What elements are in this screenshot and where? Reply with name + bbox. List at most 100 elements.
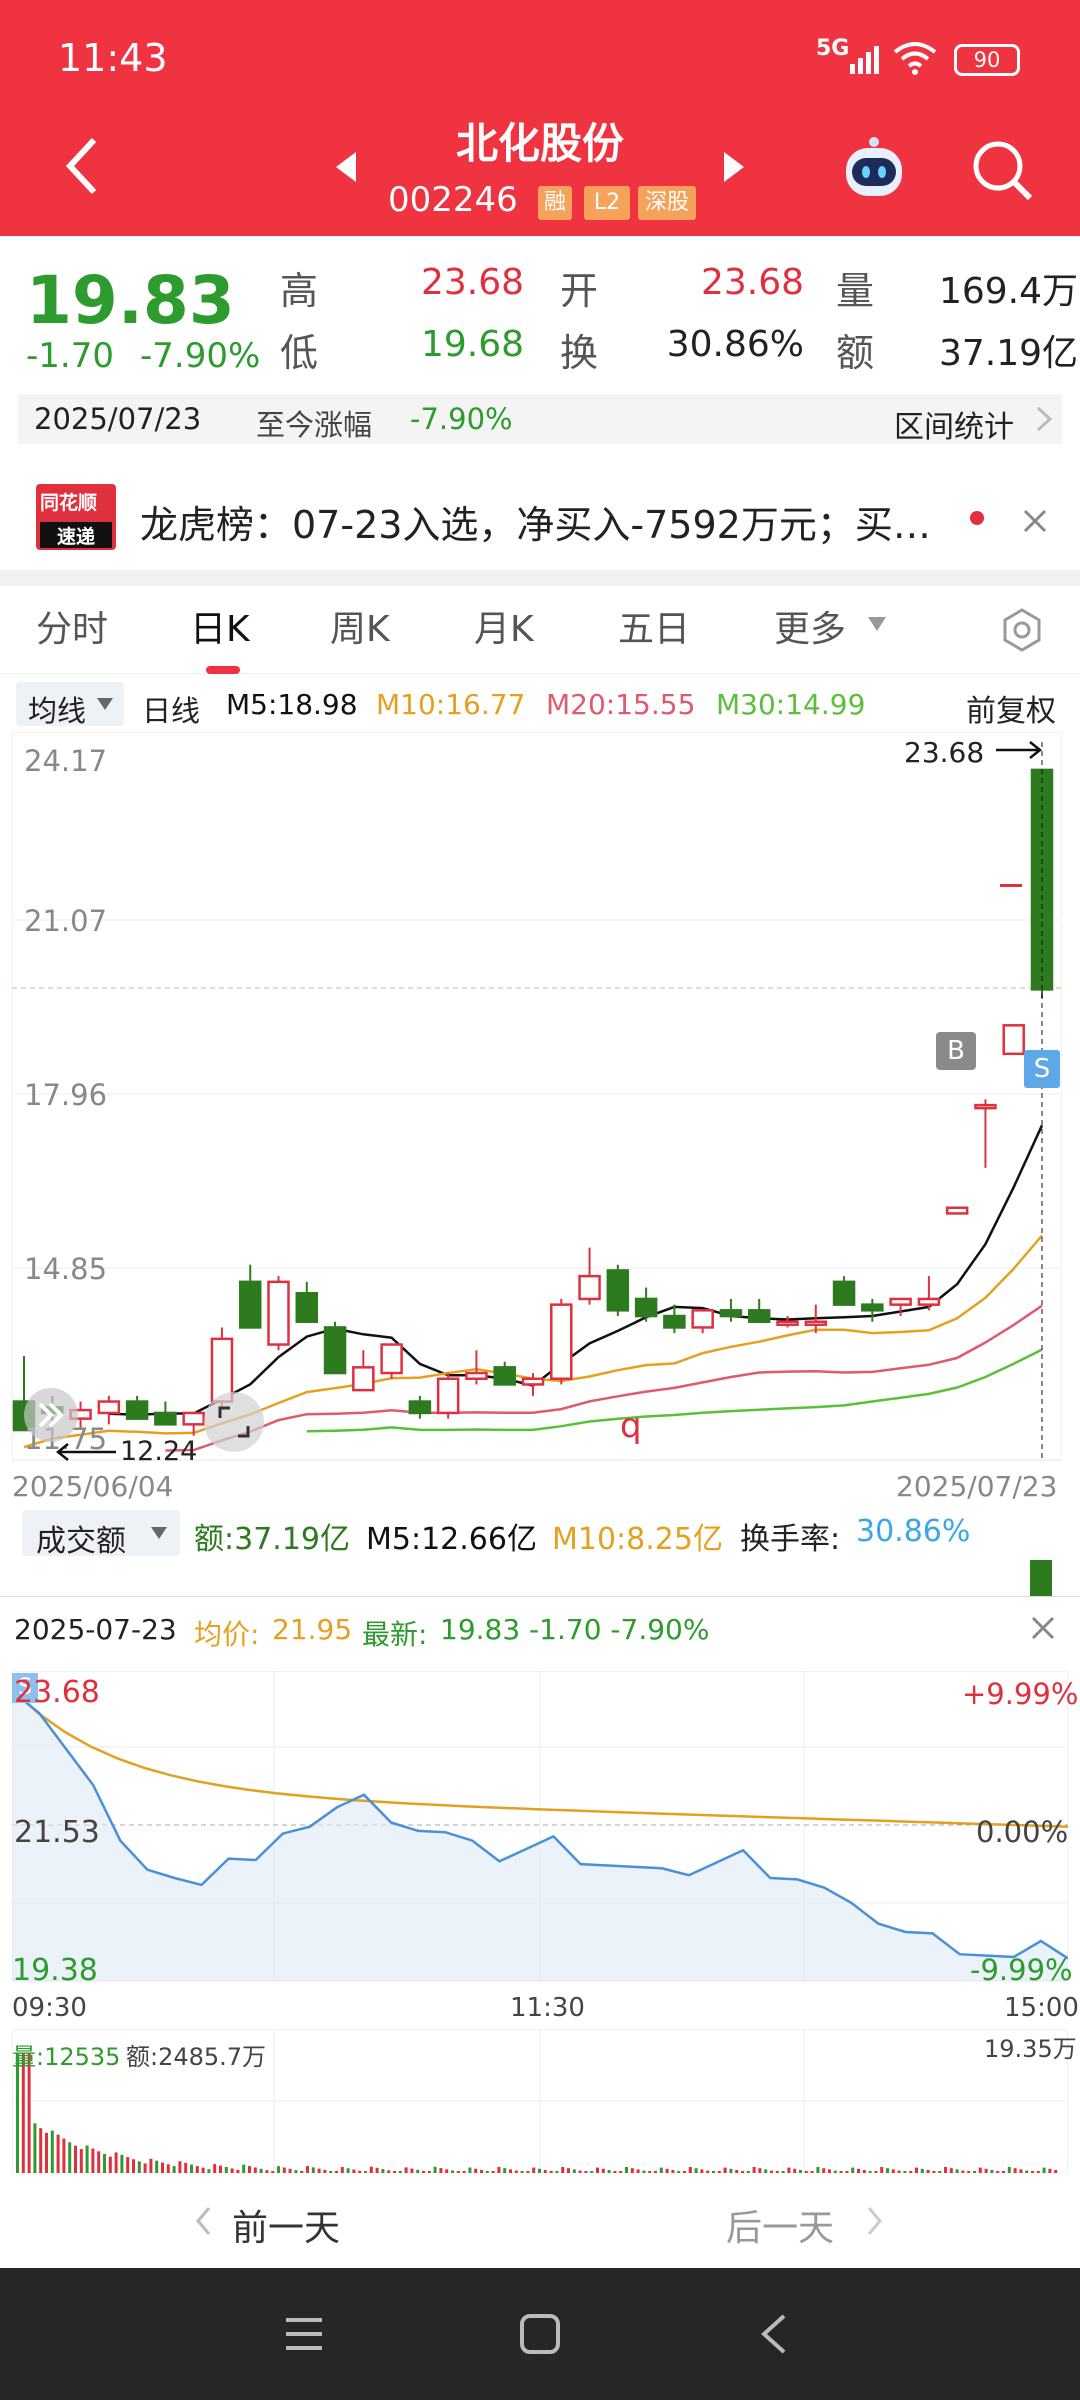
range-stats-link[interactable]: 区间统计 (894, 410, 1014, 445)
candle (154, 1411, 177, 1426)
volume-bar (265, 2170, 269, 2173)
tag-shenzhen: 深股 (638, 186, 696, 220)
adjust-mode[interactable]: 前复权 (966, 694, 1056, 729)
volume-bar (514, 2170, 518, 2173)
volume-bar (775, 2171, 779, 2173)
volume-selector[interactable]: 成交额 (22, 1510, 180, 1559)
kline-chart[interactable] (12, 732, 1062, 1468)
volume-bar (822, 2168, 826, 2173)
sell-marker[interactable]: S (1024, 1050, 1060, 1088)
volume-bar (938, 2171, 942, 2173)
tab-more[interactable]: 更多 (774, 609, 847, 650)
robot-assistant-icon[interactable] (838, 134, 910, 202)
intraday-popup[interactable]: 2025-07-23 均价: 21.95 最新: 19.83 -1.70 -7.… (0, 1596, 1080, 2268)
volume-bar (984, 2168, 988, 2173)
volume-bar-last (1030, 1560, 1052, 1596)
collapse-button[interactable] (24, 1388, 78, 1442)
menu-icon[interactable] (284, 2314, 324, 2354)
volume-bar (27, 2053, 31, 2173)
volume-amount: 额:37.19亿 (194, 1522, 350, 1557)
volume-bar (636, 2169, 640, 2173)
home-icon[interactable] (518, 2312, 562, 2356)
volume-bar (973, 2171, 976, 2173)
volume-bar (474, 2168, 478, 2173)
volume-bar (903, 2171, 907, 2173)
news-banner[interactable]: 同花顺 速递 龙虎榜：07-23入选，净买入-7592万元；买… (0, 460, 1080, 570)
volume-bar (230, 2168, 234, 2173)
chevron-left-icon (196, 2207, 211, 2235)
volume-bar (845, 2171, 849, 2173)
range-stats-bar[interactable]: 2025/07/23 至今涨幅 -7.90% 区间统计 (18, 394, 1062, 445)
period-tabs (0, 590, 1080, 674)
ma30-value: M30:14.99 (716, 688, 866, 721)
buy-marker[interactable]: B (936, 1032, 976, 1070)
volume-bar (781, 2171, 785, 2173)
volume-bar (717, 2171, 721, 2173)
volume-bar (886, 2168, 889, 2173)
volume-bar (416, 2169, 420, 2173)
volume-bar (282, 2167, 286, 2173)
tab-daily-k[interactable]: 日K (190, 609, 250, 650)
chart-settings-icon[interactable] (998, 606, 1046, 654)
volume-bar (68, 2142, 72, 2173)
volume-bar (549, 2171, 553, 2173)
volume-bar (445, 2169, 449, 2173)
volume-bar (323, 2169, 327, 2173)
volume-bar (1019, 2169, 1023, 2173)
volume-label: 量 (836, 269, 875, 313)
ma30-line (306, 1348, 1043, 1433)
next-day-button[interactable]: 后一天 (726, 2208, 835, 2249)
high-marker-label: 23.68 (904, 736, 985, 769)
volume-bar (926, 2170, 930, 2173)
volume-bar (723, 2167, 727, 2173)
battery-indicator: 90 (954, 44, 1020, 76)
current-price: 19.83 (26, 262, 235, 339)
volume-bar (161, 2162, 164, 2173)
volume-bar (897, 2170, 901, 2173)
tab-weekly-k[interactable]: 周K (330, 609, 390, 650)
volume-bar (56, 2134, 60, 2173)
volume-bar (764, 2169, 768, 2173)
amount-value: 37.19亿 (938, 333, 1078, 374)
tab-monthly-k[interactable]: 月K (474, 609, 534, 650)
tab-intraday[interactable]: 分时 (36, 609, 109, 650)
news-text[interactable]: 龙虎榜：07-23入选，净买入-7592万元；买… (140, 503, 931, 547)
candle (182, 1411, 205, 1426)
volume-bar (451, 2170, 454, 2173)
candle (776, 1320, 799, 1326)
volume-bar (572, 2169, 576, 2173)
close-icon[interactable] (1022, 508, 1048, 534)
volume-bar (862, 2169, 866, 2173)
y-label-4: 14.85 (24, 1252, 108, 1286)
close-icon[interactable] (1030, 1615, 1056, 1641)
volume-bar (381, 2169, 385, 2173)
turnover-rate-label: 换手率: (740, 1522, 841, 1557)
candle (408, 1400, 432, 1415)
ma-selector[interactable]: 均线 (16, 682, 124, 728)
limit-tick (1000, 884, 1022, 887)
volume-bar (654, 2171, 657, 2173)
volume-bar (50, 2130, 54, 2173)
arrow-right-icon (996, 741, 1043, 759)
tag-margin: 融 (538, 186, 572, 220)
prev-stock-icon[interactable] (334, 150, 358, 184)
volume-bar (955, 2169, 959, 2173)
q-marker[interactable]: q (620, 1406, 642, 1446)
candle (804, 1320, 828, 1326)
tab-five-day[interactable]: 五日 (618, 609, 691, 650)
back-icon[interactable] (62, 136, 102, 196)
volume-bar (567, 2168, 570, 2173)
volume-bar (625, 2166, 628, 2173)
search-icon[interactable] (970, 138, 1034, 202)
volume-bar (793, 2168, 797, 2173)
volume-bar (880, 2166, 884, 2173)
volume-bar (201, 2167, 205, 2173)
back-nav-icon[interactable] (758, 2312, 788, 2356)
prev-day-button[interactable]: 前一天 (232, 2208, 341, 2249)
volume-bar (816, 2166, 820, 2173)
volume-bar (694, 2168, 698, 2173)
fullscreen-button[interactable] (204, 1392, 264, 1452)
latest-label: 最新: (362, 1618, 428, 1651)
volume-bar (404, 2167, 408, 2173)
next-stock-icon[interactable] (722, 150, 746, 184)
